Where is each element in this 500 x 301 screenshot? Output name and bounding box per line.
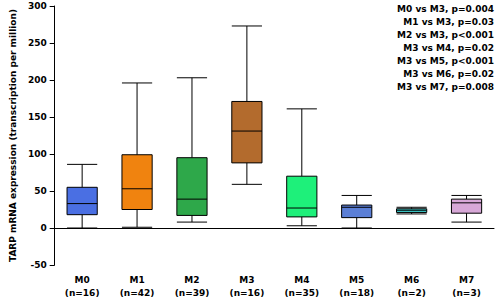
- svg-text:200: 200: [28, 75, 47, 85]
- svg-text:M6: M6: [404, 275, 419, 285]
- svg-text:150: 150: [28, 112, 47, 122]
- svg-text:0: 0: [40, 223, 46, 233]
- svg-text:M2: M2: [184, 275, 199, 285]
- svg-text:M0: M0: [75, 275, 90, 285]
- svg-text:M3 vs M5, p<0.001: M3 vs M5, p<0.001: [397, 56, 494, 66]
- svg-text:50: 50: [34, 186, 47, 196]
- svg-text:300: 300: [28, 1, 47, 11]
- svg-text:250: 250: [28, 38, 47, 48]
- svg-text:(n=16): (n=16): [65, 288, 100, 298]
- svg-text:M1 vs M3, p=0.03: M1 vs M3, p=0.03: [403, 17, 494, 27]
- svg-text:(n=3): (n=3): [452, 288, 480, 298]
- svg-text:M3: M3: [239, 275, 254, 285]
- svg-text:M4: M4: [294, 275, 309, 285]
- svg-text:100: 100: [28, 149, 47, 159]
- svg-text:(n=16): (n=16): [230, 288, 265, 298]
- svg-text:(n=18): (n=18): [339, 288, 374, 298]
- svg-text:(n=2): (n=2): [397, 288, 425, 298]
- svg-text:M3 vs M7, p=0.008: M3 vs M7, p=0.008: [397, 82, 494, 92]
- svg-text:M1: M1: [129, 275, 144, 285]
- svg-text:(n=42): (n=42): [120, 288, 155, 298]
- svg-text:TARP mRNA expression (transcri: TARP mRNA expression (transcription per …: [8, 9, 18, 262]
- svg-text:-50: -50: [30, 260, 46, 270]
- svg-text:(n=39): (n=39): [175, 288, 210, 298]
- svg-text:M3 vs M6, p=0.02: M3 vs M6, p=0.02: [403, 69, 494, 79]
- svg-text:(n=35): (n=35): [284, 288, 319, 298]
- svg-text:M7: M7: [459, 275, 474, 285]
- svg-text:M0 vs M3, p=0.004: M0 vs M3, p=0.004: [397, 4, 494, 14]
- svg-text:M3 vs M4, p=0.02: M3 vs M4, p=0.02: [403, 43, 494, 53]
- svg-text:M2 vs M3, p<0.001: M2 vs M3, p<0.001: [397, 30, 494, 40]
- svg-text:M5: M5: [349, 275, 364, 285]
